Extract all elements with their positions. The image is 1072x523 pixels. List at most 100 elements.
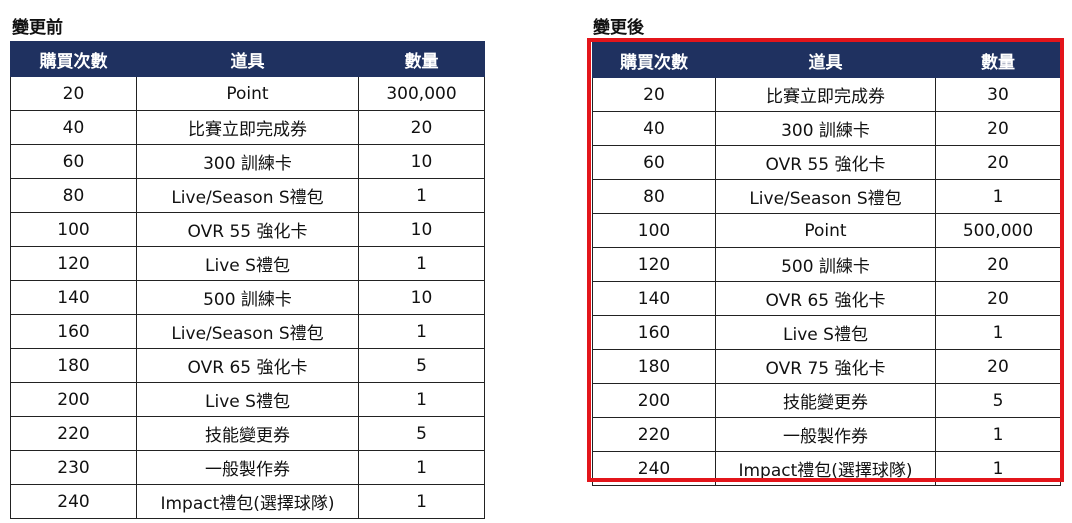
cell-purchase-count: 160 bbox=[10, 314, 137, 349]
cell-item: 一般製作券 bbox=[715, 417, 936, 452]
column-header-purchase-count: 購買次數 bbox=[10, 41, 137, 77]
cell-purchase-count: 100 bbox=[592, 213, 716, 248]
cell-purchase-count: 60 bbox=[592, 145, 716, 180]
table-row: 40 300 訓練卡 20 bbox=[592, 111, 1061, 146]
table-row: 20 比賽立即完成券 30 bbox=[592, 77, 1061, 112]
cell-purchase-count: 60 bbox=[10, 144, 137, 179]
cell-item: Impact禮包(選擇球隊) bbox=[715, 451, 936, 486]
cell-item: OVR 65 強化卡 bbox=[136, 348, 359, 383]
cell-purchase-count: 180 bbox=[10, 348, 137, 383]
table-row: 140 500 訓練卡 10 bbox=[10, 280, 485, 315]
cell-item: Point bbox=[715, 213, 936, 248]
cell-quantity: 500,000 bbox=[935, 213, 1061, 248]
table-row: 180 OVR 75 強化卡 20 bbox=[592, 349, 1061, 384]
table-row: 180 OVR 65 強化卡 5 bbox=[10, 348, 485, 383]
header-row: 購買次數 道具 數量 bbox=[592, 42, 1061, 78]
table-row: 120 Live S禮包 1 bbox=[10, 246, 485, 281]
table-row: 140 OVR 65 強化卡 20 bbox=[592, 281, 1061, 316]
cell-item: 500 訓練卡 bbox=[136, 280, 359, 315]
cell-item: Live S禮包 bbox=[136, 382, 359, 417]
cell-quantity: 5 bbox=[358, 348, 485, 383]
cell-purchase-count: 240 bbox=[592, 451, 716, 486]
cell-quantity: 20 bbox=[935, 145, 1061, 180]
cell-purchase-count: 40 bbox=[10, 110, 137, 145]
cell-item: Live S禮包 bbox=[715, 315, 936, 350]
cell-purchase-count: 120 bbox=[592, 247, 716, 282]
cell-item: Live/Season S禮包 bbox=[715, 179, 936, 214]
cell-item: 技能變更券 bbox=[136, 416, 359, 451]
table-row: 230 一般製作券 1 bbox=[10, 450, 485, 485]
cell-purchase-count: 20 bbox=[10, 76, 137, 111]
cell-quantity: 20 bbox=[358, 110, 485, 145]
cell-item: 比賽立即完成券 bbox=[715, 77, 936, 112]
cell-item: OVR 65 強化卡 bbox=[715, 281, 936, 316]
cell-quantity: 1 bbox=[358, 178, 485, 213]
table-row: 80 Live/Season S禮包 1 bbox=[10, 178, 485, 213]
cell-purchase-count: 200 bbox=[10, 382, 137, 417]
column-header-item: 道具 bbox=[715, 42, 936, 78]
after-table: 購買次數 道具 數量 20 比賽立即完成券 30 40 300 訓練卡 20 60 OVR 55 … bbox=[592, 42, 1061, 486]
cell-quantity: 1 bbox=[358, 314, 485, 349]
cell-quantity: 10 bbox=[358, 280, 485, 315]
cell-item: Point bbox=[136, 76, 359, 111]
cell-quantity: 20 bbox=[935, 111, 1061, 146]
cell-item: OVR 55 強化卡 bbox=[136, 212, 359, 247]
table-row: 240 Impact禮包(選擇球隊) 1 bbox=[592, 451, 1061, 486]
table-row: 40 比賽立即完成券 20 bbox=[10, 110, 485, 145]
cell-quantity: 20 bbox=[935, 247, 1061, 282]
cell-purchase-count: 40 bbox=[592, 111, 716, 146]
cell-purchase-count: 80 bbox=[592, 179, 716, 214]
cell-quantity: 10 bbox=[358, 144, 485, 179]
cell-quantity: 1 bbox=[935, 315, 1061, 350]
cell-quantity: 5 bbox=[358, 416, 485, 451]
table-row: 100 Point 500,000 bbox=[592, 213, 1061, 248]
table-row: 160 Live/Season S禮包 1 bbox=[10, 314, 485, 349]
table-row: 80 Live/Season S禮包 1 bbox=[592, 179, 1061, 214]
cell-quantity: 5 bbox=[935, 383, 1061, 418]
cell-item: OVR 75 強化卡 bbox=[715, 349, 936, 384]
after-title: 變更後 bbox=[593, 18, 644, 38]
cell-item: OVR 55 強化卡 bbox=[715, 145, 936, 180]
table-row: 200 技能變更券 5 bbox=[592, 383, 1061, 418]
cell-item: Live/Season S禮包 bbox=[136, 178, 359, 213]
table-row: 220 技能變更券 5 bbox=[10, 416, 485, 451]
cell-purchase-count: 200 bbox=[592, 383, 716, 418]
cell-item: 一般製作券 bbox=[136, 450, 359, 485]
cell-purchase-count: 180 bbox=[592, 349, 716, 384]
cell-quantity: 20 bbox=[935, 349, 1061, 384]
cell-item: Impact禮包(選擇球隊) bbox=[136, 484, 359, 519]
table-row: 60 OVR 55 強化卡 20 bbox=[592, 145, 1061, 180]
cell-purchase-count: 100 bbox=[10, 212, 137, 247]
cell-quantity: 1 bbox=[935, 179, 1061, 214]
cell-quantity: 30 bbox=[935, 77, 1061, 112]
cell-item: 300 訓練卡 bbox=[715, 111, 936, 146]
cell-purchase-count: 140 bbox=[592, 281, 716, 316]
table-row: 220 一般製作券 1 bbox=[592, 417, 1061, 452]
column-header-purchase-count: 購買次數 bbox=[592, 42, 716, 78]
cell-purchase-count: 140 bbox=[10, 280, 137, 315]
cell-purchase-count: 80 bbox=[10, 178, 137, 213]
column-header-item: 道具 bbox=[136, 41, 359, 77]
table-row: 100 OVR 55 強化卡 10 bbox=[10, 212, 485, 247]
cell-quantity: 1 bbox=[935, 451, 1061, 486]
cell-purchase-count: 160 bbox=[592, 315, 716, 350]
cell-item: 技能變更券 bbox=[715, 383, 936, 418]
table-row: 240 Impact禮包(選擇球隊) 1 bbox=[10, 484, 485, 519]
cell-purchase-count: 240 bbox=[10, 484, 137, 519]
cell-quantity: 1 bbox=[358, 382, 485, 417]
cell-purchase-count: 220 bbox=[592, 417, 716, 452]
column-header-quantity: 數量 bbox=[935, 42, 1061, 78]
cell-quantity: 10 bbox=[358, 212, 485, 247]
before-title: 變更前 bbox=[12, 18, 63, 38]
cell-quantity: 300,000 bbox=[358, 76, 485, 111]
cell-purchase-count: 20 bbox=[592, 77, 716, 112]
cell-item: 300 訓練卡 bbox=[136, 144, 359, 179]
cell-purchase-count: 220 bbox=[10, 416, 137, 451]
cell-quantity: 1 bbox=[358, 484, 485, 519]
cell-quantity: 1 bbox=[358, 246, 485, 281]
cell-quantity: 1 bbox=[935, 417, 1061, 452]
cell-purchase-count: 120 bbox=[10, 246, 137, 281]
table-row: 60 300 訓練卡 10 bbox=[10, 144, 485, 179]
cell-purchase-count: 230 bbox=[10, 450, 137, 485]
before-table: 購買次數 道具 數量 20 Point 300,000 40 比賽立即完成券 20 60 300 … bbox=[10, 41, 485, 519]
